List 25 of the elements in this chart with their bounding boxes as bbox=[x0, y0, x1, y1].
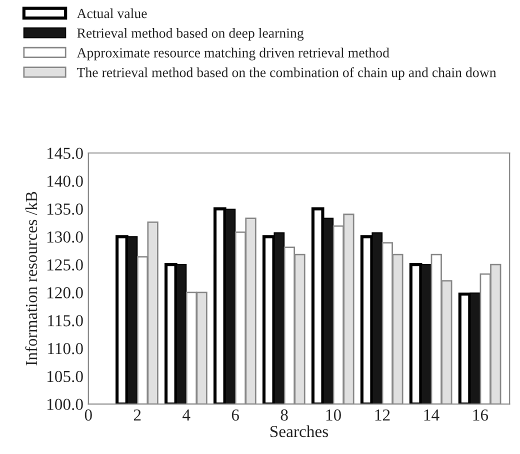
x-axis-title: Searches bbox=[270, 425, 328, 438]
y-tick-label: 100.0 bbox=[48, 398, 83, 410]
y-tick-label: 105.0 bbox=[48, 370, 83, 382]
y-axis-title: Information resources /kB bbox=[25, 192, 38, 366]
x-tick-label: 14 bbox=[424, 409, 440, 420]
y-tick-label: 120.0 bbox=[48, 287, 83, 298]
y-tick-label: 115.0 bbox=[48, 315, 83, 326]
x-tick-label: 12 bbox=[375, 409, 390, 420]
x-tick-label: 16 bbox=[473, 409, 488, 421]
y-tick-label: 130.0 bbox=[48, 231, 83, 243]
x-tick-label: 8 bbox=[280, 409, 288, 421]
x-tick-label: 6 bbox=[232, 409, 239, 421]
y-tick-label: 140.0 bbox=[48, 176, 83, 187]
y-tick-label: 125.0 bbox=[48, 259, 83, 271]
y-tick-label: 135.0 bbox=[48, 203, 83, 215]
legend-label: Retrieval method based on deep learning bbox=[77, 28, 304, 41]
y-tick-label: 145.0 bbox=[48, 148, 83, 160]
legend-label: Approximate resource matching driven retrieval method bbox=[76, 48, 390, 60]
x-tick-label: 2 bbox=[134, 409, 141, 420]
x-tick-label: 10 bbox=[326, 409, 341, 421]
x-tick-label: 4 bbox=[182, 410, 190, 420]
y-tick-label: 110.0 bbox=[48, 342, 83, 354]
legend-label: The retrieval method based on the combination of chain up and chain down bbox=[76, 67, 496, 80]
x-tick-label: 0 bbox=[84, 409, 92, 421]
legend-label: Actual value bbox=[76, 8, 147, 18]
